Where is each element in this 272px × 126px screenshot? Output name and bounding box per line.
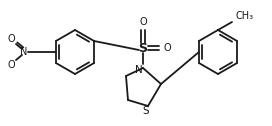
Text: S: S xyxy=(138,41,147,55)
Text: O: O xyxy=(163,43,171,53)
Text: N: N xyxy=(135,65,143,75)
Text: O: O xyxy=(139,17,147,27)
Text: N: N xyxy=(20,47,28,57)
Text: O: O xyxy=(7,34,15,44)
Text: S: S xyxy=(143,106,149,116)
Text: CH₃: CH₃ xyxy=(236,11,254,21)
Text: O: O xyxy=(7,60,15,70)
